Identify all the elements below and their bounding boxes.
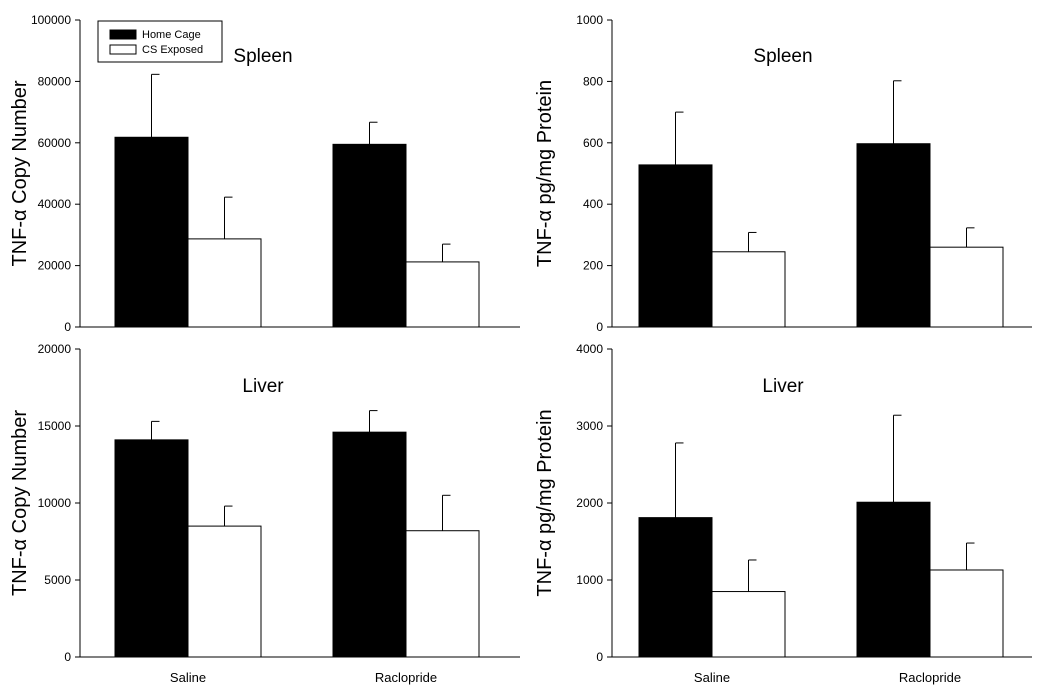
bar-cs-exposed-raclopride — [929, 246, 1004, 328]
bar-cs-exposed-saline — [711, 251, 786, 328]
y-tick-label: 0 — [596, 320, 603, 334]
bar-cs-exposed-raclopride — [929, 569, 1004, 658]
legend: Home Cage CS Exposed — [97, 20, 223, 63]
bar-home-cage-raclopride — [332, 143, 407, 328]
y-tick-label: 40000 — [38, 197, 72, 211]
y-axis-label: TNF-α Copy Number — [9, 410, 31, 596]
x-category-label: Raclopride — [899, 670, 961, 685]
y-tick-label: 600 — [583, 136, 603, 150]
y-tick-label: 1000 — [576, 13, 603, 27]
legend-swatch-home-cage — [109, 29, 137, 40]
y-tick-label: 3000 — [576, 419, 603, 433]
bar-cs-exposed-saline — [187, 238, 262, 328]
chart-panel-1: 0 20000 40000 60000 80000 100000 TNF-α Copy Nu… — [9, 13, 520, 334]
bar-home-cage-saline — [638, 164, 713, 328]
y-tick-label: 0 — [64, 320, 71, 334]
panel-title: Spleen — [233, 46, 292, 67]
y-tick-label: 20000 — [38, 342, 72, 356]
chart-panel-3: 0 5000 10000 15000 20000 TNF-α Copy Number Liv… — [9, 342, 520, 685]
y-tick-label: 4000 — [576, 342, 603, 356]
chart-panel-2: 0 200 400 600 800 1000 TNF-α pg/mg Protein Sple… — [534, 13, 1032, 334]
panel-title: Liver — [762, 376, 804, 397]
panel-title: Spleen — [753, 46, 812, 67]
y-tick-label: 1000 — [576, 573, 603, 587]
bar-home-cage-saline — [638, 517, 713, 658]
bar-home-cage-raclopride — [856, 143, 931, 328]
bar-home-cage-saline — [114, 136, 189, 328]
legend-label: Home Cage — [142, 29, 201, 41]
y-tick-label: 20000 — [38, 259, 72, 273]
y-tick-label: 800 — [583, 74, 603, 88]
panel-title: Liver — [242, 376, 284, 397]
y-tick-label: 80000 — [38, 74, 72, 88]
y-axis-label: TNF-α pg/mg Protein — [534, 80, 556, 267]
y-axis-label: TNF-α Copy Number — [9, 80, 31, 266]
y-tick-label: 10000 — [38, 496, 72, 510]
x-category-label: Saline — [170, 670, 206, 685]
y-axis-label: TNF-α pg/mg Protein — [534, 409, 556, 596]
bar-cs-exposed-raclopride — [405, 530, 480, 658]
bar-home-cage-saline — [114, 439, 189, 658]
legend-label: CS Exposed — [142, 44, 203, 56]
x-category-label: Saline — [694, 670, 730, 685]
chart-panel-4: 0 1000 2000 3000 4000 TNF-α pg/mg Protein Live… — [534, 342, 1032, 685]
y-tick-label: 0 — [64, 650, 71, 664]
legend-swatch-cs-exposed — [109, 44, 137, 55]
y-tick-label: 5000 — [44, 573, 71, 587]
y-tick-label: 15000 — [38, 419, 72, 433]
y-tick-label: 0 — [596, 650, 603, 664]
bar-home-cage-raclopride — [332, 431, 407, 658]
y-tick-label: 100000 — [31, 13, 71, 27]
bar-cs-exposed-raclopride — [405, 261, 480, 328]
bar-home-cage-raclopride — [856, 501, 931, 658]
y-tick-label: 60000 — [38, 136, 72, 150]
y-tick-label: 400 — [583, 197, 603, 211]
legend-box — [97, 20, 223, 63]
bar-cs-exposed-saline — [187, 525, 262, 658]
x-category-label: Raclopride — [375, 670, 437, 685]
bar-cs-exposed-saline — [711, 591, 786, 658]
y-tick-label: 200 — [583, 259, 603, 273]
y-tick-label: 2000 — [576, 496, 603, 510]
